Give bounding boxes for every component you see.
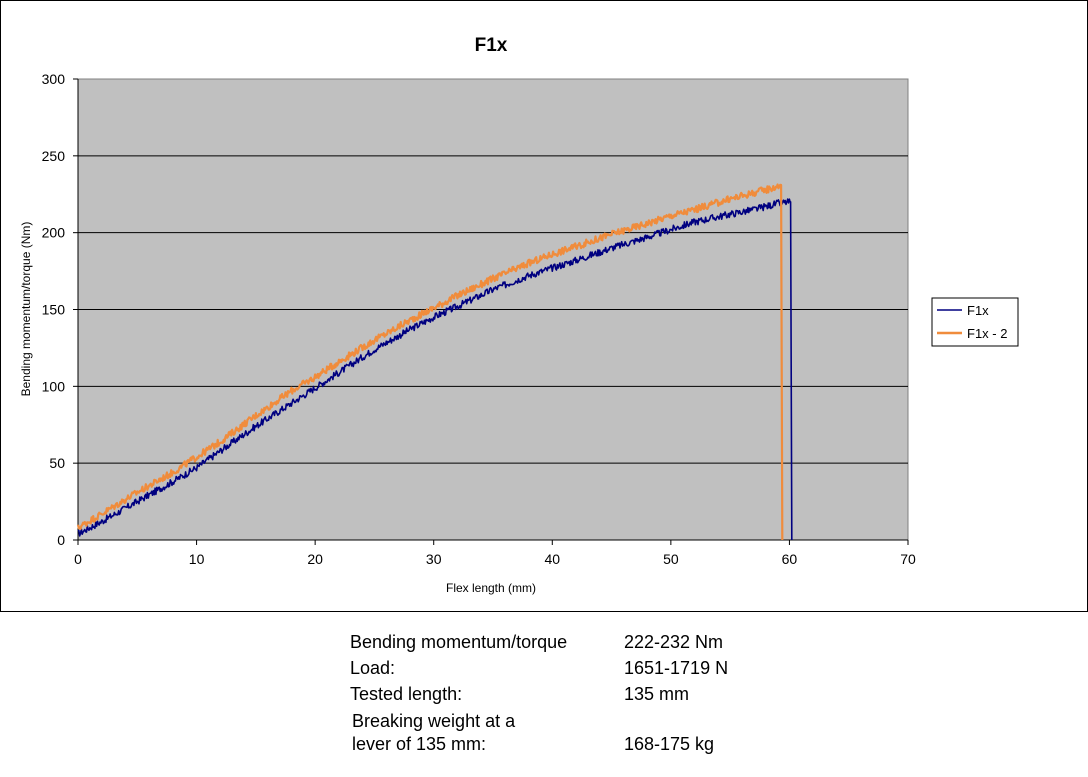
info-value-breaking-weight: 168-175 kg	[624, 734, 715, 754]
y-tick-label: 50	[49, 455, 65, 471]
y-tick-label: 150	[42, 302, 66, 318]
y-tick-label: 300	[42, 71, 66, 87]
info-value-tested-length: 135 mm	[624, 684, 690, 704]
x-tick-label: 20	[307, 551, 323, 567]
x-tick-label: 30	[426, 551, 442, 567]
info-label-tested-length: Tested length:	[350, 684, 463, 704]
series-line-f1x	[77, 198, 793, 541]
x-tick-label: 40	[544, 551, 560, 567]
chart-title: F1x	[475, 35, 508, 56]
info-label-breaking-weight-line2: lever of 135 mm:	[352, 734, 487, 754]
series-line-f1x-2	[76, 183, 784, 541]
info-value-load: 1651-1719 N	[624, 658, 729, 678]
y-tick-label: 250	[42, 148, 66, 164]
x-tick-label: 70	[900, 551, 916, 567]
y-tick-label: 200	[42, 225, 66, 241]
info-label-load: Load:	[350, 658, 396, 678]
chart: 0 50 100 150 200 250 300 0 10 20 30 40 50 60 70 F1x Flex…	[19, 35, 1019, 595]
info-label-torque: Bending momentum/torque	[350, 632, 568, 652]
y-tick-label: 100	[42, 378, 66, 394]
legend-label: F1x	[967, 303, 989, 318]
x-tick-label: 10	[189, 551, 205, 567]
y-tick-label: 0	[57, 532, 65, 548]
x-tick-label: 60	[782, 551, 798, 567]
x-axis-label: Flex length (mm)	[446, 581, 536, 595]
x-tick-label: 50	[663, 551, 679, 567]
x-tick-label: 0	[74, 551, 82, 567]
info-value-torque: 222-232 Nm	[624, 632, 724, 652]
legend-label: F1x - 2	[967, 326, 1007, 341]
legend-box	[931, 297, 1019, 347]
info-label-breaking-weight-line1: Breaking weight at a	[352, 711, 516, 731]
chart-frame: 0 50 100 150 200 250 300 0 10 20 30 40 50 60 70 F1x Flex…	[0, 0, 1088, 612]
y-axis-label: Bending momentum/torque (Nm)	[19, 222, 33, 397]
